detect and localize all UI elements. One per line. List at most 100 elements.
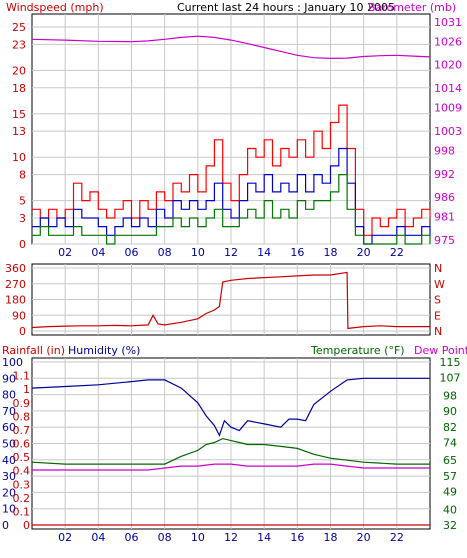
wind-direction-axes: 0 N 90 E 180 S 270 W 360 N: [5, 262, 445, 338]
temperature-tick-label: 115: [440, 356, 461, 369]
direction-compass-label: E: [434, 309, 441, 322]
barometer-tick-label: 981: [434, 211, 455, 224]
series-line-dew-point: [32, 463, 430, 471]
direction-degree-label: 0: [19, 325, 26, 338]
humidity-axis-title: Humidity (%): [68, 344, 140, 357]
x-tick-label: 16: [290, 246, 304, 259]
x-tick-label: 20: [357, 531, 371, 544]
temperature-tick-label: 107: [440, 372, 461, 385]
series-line-wind-direction: [31, 271, 430, 330]
rainfall-tick-label: 1.1: [13, 370, 31, 383]
x-tick-label: 04: [91, 531, 105, 544]
windspeed-tick-label: 23: [12, 38, 26, 51]
humidity-tick-label: 30: [2, 470, 16, 483]
direction-degree-label: 180: [5, 294, 26, 307]
temperature-tick-label: 49: [443, 486, 457, 499]
temperature-tick-label: 90: [443, 405, 457, 418]
series-line-temperature-f-: [31, 437, 430, 465]
chart-period-title: Current last 24 hours : January 10 2005: [177, 1, 395, 14]
x-tick-label: 14: [257, 531, 271, 544]
windspeed-tick-label: 18: [12, 82, 26, 95]
windspeed-tick-label: 8: [19, 169, 26, 182]
x-tick-label: 22: [390, 246, 404, 259]
humidity-temperature-marks: [31, 377, 430, 526]
humidity-tick-label: 10: [2, 503, 16, 516]
windspeed-tick-label: 15: [12, 108, 26, 121]
rainfall-tick-label: 0: [23, 519, 30, 532]
barometer-tick-label: 1009: [434, 102, 462, 115]
barometer-tick-label: 1020: [434, 59, 462, 72]
humidity-tick-label: 40: [2, 454, 16, 467]
windspeed-tick-label: 10: [12, 151, 26, 164]
rainfall-axis-title: Rainfall (in): [2, 344, 65, 357]
x-tick-label: 06: [125, 531, 139, 544]
barometer-tick-label: 992: [434, 168, 455, 181]
humidity-tick-label: 80: [2, 389, 16, 402]
x-tick-label: 06: [125, 246, 139, 259]
barometer-tick-label: 998: [434, 144, 455, 157]
temperature-tick-label: 40: [443, 503, 457, 516]
rainfall-tick-label: 0.6: [13, 438, 31, 451]
direction-compass-label: N: [434, 325, 442, 338]
x-tick-label: 10: [191, 531, 205, 544]
humidity-temperature-grid: [32, 358, 430, 529]
humidity-temperature-axes: 02 04 06 08 10 12 14 16 18 20 22010203040506070809…: [2, 356, 461, 544]
wind-barometer-marks: [31, 35, 431, 245]
rainfall-tick-label: 0.2: [13, 492, 31, 505]
windspeed-tick-label: 3: [19, 212, 26, 225]
x-tick-label: 08: [158, 246, 172, 259]
rainfall-tick-label: 0.9: [13, 397, 31, 410]
humidity-tick-label: 70: [2, 405, 16, 418]
temperature-tick-label: 74: [443, 437, 457, 450]
barometer-axis-title: Barometer (mb): [368, 1, 456, 14]
temperature-tick-label: 98: [443, 389, 457, 402]
x-tick-label: 18: [324, 531, 338, 544]
rainfall-tick-label: 0.8: [13, 410, 31, 423]
windspeed-axis-title: Windspeed (mph): [6, 1, 104, 14]
dewpoint-axis-title: Dew Point: [414, 344, 467, 357]
series-line-humidity-: [31, 377, 430, 437]
temperature-tick-label: 65: [443, 454, 457, 467]
wind-barometer-axes: 02 04 06 08 10 12 14 16 18 20 22 0 3 5 8 10 13 15 18 20 23 25…: [12, 16, 462, 259]
x-tick-label: 18: [324, 246, 338, 259]
x-tick-label: 12: [224, 246, 238, 259]
barometer-tick-label: 1003: [434, 125, 462, 138]
barometer-tick-label: 1026: [434, 35, 462, 48]
barometer-tick-label: 986: [434, 191, 455, 204]
temperature-tick-label: 32: [443, 519, 457, 532]
humidity-tick-label: 90: [2, 372, 16, 385]
temperature-tick-label: 82: [443, 421, 457, 434]
windspeed-tick-label: 5: [19, 195, 26, 208]
windspeed-tick-label: 20: [12, 64, 26, 77]
temperature-axis-title: Temperature (°F): [310, 344, 405, 357]
x-tick-label: 20: [357, 246, 371, 259]
temperature-tick-label: 57: [443, 470, 457, 483]
rainfall-tick-label: 0.1: [13, 505, 31, 518]
rainfall-tick-label: 0.3: [13, 478, 31, 491]
x-tick-label: 16: [290, 531, 304, 544]
rainfall-tick-label: 0.5: [13, 451, 31, 464]
x-tick-label: 02: [58, 531, 72, 544]
x-tick-label: 22: [390, 531, 404, 544]
wind-direction-grid: [32, 264, 430, 335]
direction-compass-label: W: [434, 278, 445, 291]
direction-degree-label: 360: [5, 262, 26, 275]
barometer-tick-label: 975: [434, 234, 455, 247]
x-tick-label: 04: [91, 246, 105, 259]
barometer-tick-label: 1014: [434, 82, 462, 95]
direction-degree-label: 90: [12, 309, 26, 322]
humidity-tick-label: 50: [2, 438, 16, 451]
series-line-minimum: [32, 174, 431, 245]
x-tick-label: 12: [224, 531, 238, 544]
rainfall-tick-label: 1: [23, 383, 30, 396]
direction-compass-label: S: [434, 294, 441, 307]
direction-compass-label: N: [434, 262, 442, 275]
x-tick-label: 14: [257, 246, 271, 259]
series-line-barometer-mb-: [31, 35, 431, 60]
humidity-tick-label: 0: [2, 519, 9, 532]
windspeed-tick-label: 25: [12, 21, 26, 34]
windspeed-tick-label: 0: [19, 238, 26, 251]
x-tick-label: 10: [191, 246, 205, 259]
